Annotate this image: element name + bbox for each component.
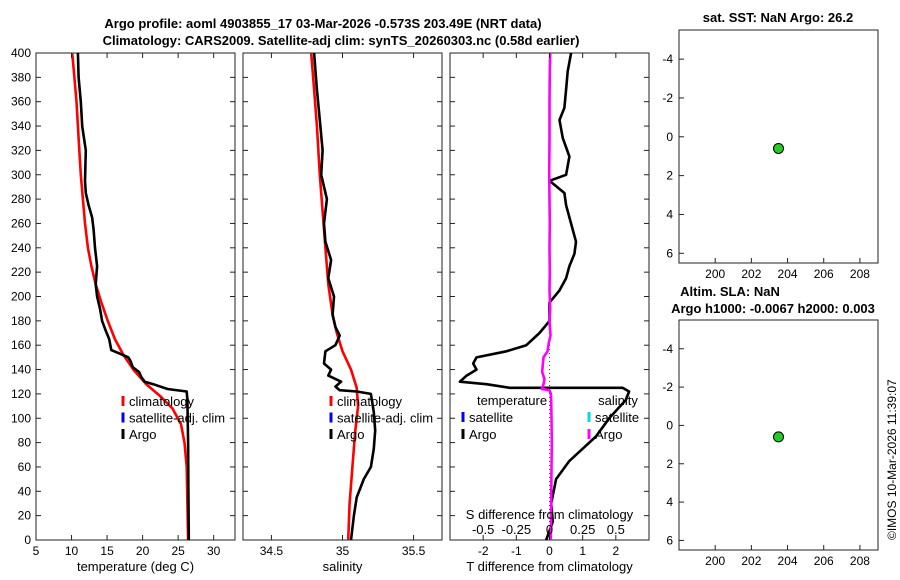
temp-xtick-label: 5 bbox=[33, 544, 40, 558]
diff-xtick-label: 0 bbox=[546, 544, 553, 558]
sla-panel-title-line1: Altim. SLA: NaN bbox=[680, 284, 780, 299]
sst-xtick-label: 206 bbox=[814, 267, 834, 281]
diff-series-s-argo bbox=[540, 52, 554, 541]
temp-ytick-label: 360 bbox=[11, 95, 31, 109]
sst-panel-title: sat. SST: NaN Argo: 26.2 bbox=[703, 10, 854, 25]
diff-series-t-argo bbox=[458, 52, 631, 541]
diff-salinity-tick-label: 0.5 bbox=[607, 522, 625, 537]
temp-xtick-label: 30 bbox=[207, 544, 221, 558]
temp-ytick-label: 40 bbox=[18, 484, 32, 498]
sla-ytick-label: -4 bbox=[662, 342, 673, 356]
temp-ytick-label: 0 bbox=[24, 533, 31, 547]
temp-ytick-label: 280 bbox=[11, 192, 31, 206]
diff-xtick-label: -1 bbox=[511, 544, 522, 558]
sst-xtick-label: 204 bbox=[778, 267, 798, 281]
diff-legend-s-satellite-label: satellite bbox=[595, 410, 639, 425]
temp-xtick-label: 25 bbox=[171, 544, 185, 558]
sst-xtick-label: 208 bbox=[850, 267, 870, 281]
temp-ytick-label: 340 bbox=[11, 119, 31, 133]
sal-axes bbox=[242, 52, 443, 541]
temp-legend-1-label: satellite-adj. clim bbox=[129, 411, 225, 426]
temp-ytick-label: 100 bbox=[11, 411, 31, 425]
diff-xtick-label: -2 bbox=[478, 544, 489, 558]
sla-panel-title-line2: Argo h1000: -0.0067 h2000: 0.003 bbox=[671, 301, 875, 316]
sst-ytick-label: 4 bbox=[666, 207, 673, 221]
sal-legend-1-label: satellite-adj. clim bbox=[337, 411, 433, 426]
temp-ytick-label: 60 bbox=[18, 460, 32, 474]
temp-ytick-label: 120 bbox=[11, 387, 31, 401]
temp-series-argo bbox=[76, 52, 191, 541]
temp-ytick-label: 260 bbox=[11, 216, 31, 230]
temp-ytick-label: 80 bbox=[18, 436, 32, 450]
diff-legend-salinity-header: salinity bbox=[598, 393, 638, 408]
sst-ytick-label: 2 bbox=[666, 169, 673, 183]
sla-xtick-label: 204 bbox=[778, 554, 798, 568]
temp-xtick-label: 20 bbox=[136, 544, 150, 558]
sal-xtick-label: 35.5 bbox=[402, 544, 426, 558]
temp-ytick-label: 240 bbox=[11, 241, 31, 255]
sla-ytick-label: 4 bbox=[666, 495, 673, 509]
diff-salinity-tick-label: -0.25 bbox=[502, 522, 532, 537]
temp-ytick-label: 200 bbox=[11, 290, 31, 304]
sst-ytick-label: 6 bbox=[666, 246, 673, 260]
temp-ytick-label: 20 bbox=[18, 509, 32, 523]
diff-xlabel: T difference from climatology bbox=[466, 559, 633, 574]
figure-title-line1: Argo profile: aoml 4903855_17 03-Mar-202… bbox=[104, 16, 541, 31]
temp-ytick-label: 400 bbox=[11, 46, 31, 60]
sla-ytick-label: 6 bbox=[666, 533, 673, 547]
sla-point bbox=[773, 431, 784, 443]
temp-series-climatology bbox=[70, 52, 190, 541]
temp-ytick-label: 180 bbox=[11, 314, 31, 328]
sla-xtick-label: 202 bbox=[741, 554, 761, 568]
temp-ytick-label: 140 bbox=[11, 363, 31, 377]
diff-xtick-label: 1 bbox=[579, 544, 586, 558]
diff-salinity-tick-label: 0 bbox=[546, 522, 553, 537]
sal-xtick-label: 35 bbox=[336, 544, 350, 558]
sla-ytick-label: 2 bbox=[666, 457, 673, 471]
diff-legend-temperature-header: temperature bbox=[477, 393, 547, 408]
sla-ytick-label: -2 bbox=[662, 380, 673, 394]
sst-ytick-label: 0 bbox=[666, 130, 673, 144]
diff-legend-t-argo-label: Argo bbox=[469, 427, 496, 442]
diff-salinity-tick-label: 0.25 bbox=[570, 522, 595, 537]
temp-xtick-label: 10 bbox=[65, 544, 79, 558]
sal-xtick-label: 34.5 bbox=[260, 544, 284, 558]
temp-ytick-label: 320 bbox=[11, 143, 31, 157]
temp-ytick-label: 220 bbox=[11, 265, 31, 279]
sal-legend-2-label: Argo bbox=[337, 427, 364, 442]
diff-legend-t-satellite-label: satellite bbox=[469, 410, 513, 425]
diff-xtick-label: 2 bbox=[612, 544, 619, 558]
temp-xlabel: temperature (deg C) bbox=[77, 559, 194, 574]
temp-ytick-label: 160 bbox=[11, 338, 31, 352]
temp-ytick-label: 300 bbox=[11, 168, 31, 182]
sst-ytick-label: -4 bbox=[662, 52, 673, 66]
sal-series-climatology bbox=[309, 52, 360, 541]
temp-legend-2-label: Argo bbox=[129, 427, 156, 442]
diff-xlabel-salinity: S difference from climatology bbox=[466, 507, 634, 522]
sst-xtick-label: 200 bbox=[705, 267, 725, 281]
temp-legend-0-label: climatology bbox=[129, 394, 195, 409]
diff-salinity-tick-label: -0.5 bbox=[472, 522, 494, 537]
sla-ytick-label: 0 bbox=[666, 418, 673, 432]
diff-legend-s-argo-label: Argo bbox=[595, 427, 622, 442]
sal-xlabel: salinity bbox=[323, 559, 363, 574]
sla-xtick-label: 208 bbox=[850, 554, 870, 568]
temp-ytick-label: 380 bbox=[11, 70, 31, 84]
plots-layer: 5 10 15 20 25 3002040608010012014016018020022… bbox=[11, 29, 879, 574]
sal-series-argo bbox=[312, 52, 377, 541]
sst-xtick-label: 202 bbox=[741, 267, 761, 281]
sst-point bbox=[773, 142, 784, 154]
temp-xtick-label: 15 bbox=[100, 544, 114, 558]
sla-xtick-label: 206 bbox=[814, 554, 834, 568]
sst-ytick-label: -2 bbox=[662, 91, 673, 105]
sal-legend-0-label: climatology bbox=[337, 394, 403, 409]
temp-axes bbox=[35, 52, 236, 541]
figure-title-line2: Climatology: CARS2009. Satellite-adj cli… bbox=[103, 33, 580, 48]
timestamp-watermark: ©IMOS 10-Mar-2026 11:39:07 bbox=[885, 379, 899, 540]
sla-xtick-label: 200 bbox=[705, 554, 725, 568]
